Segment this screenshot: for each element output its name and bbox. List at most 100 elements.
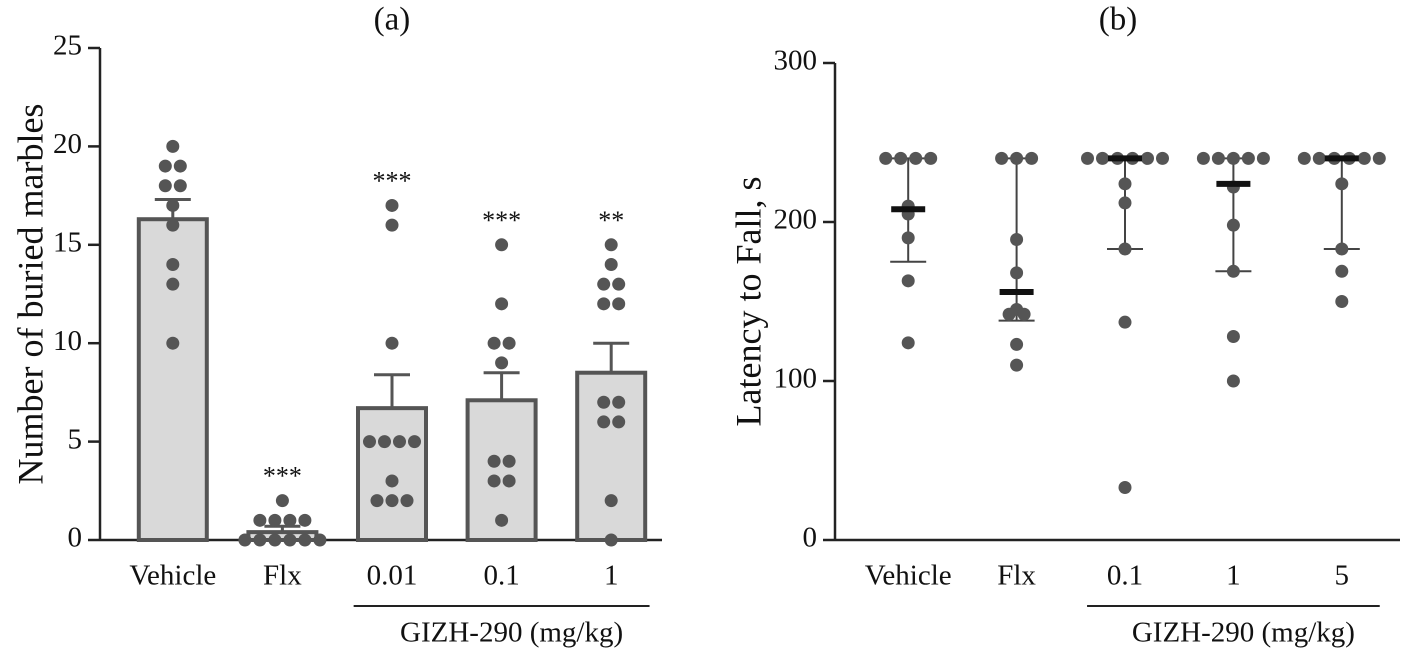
data-point <box>400 494 414 508</box>
data-point <box>1211 151 1225 165</box>
panel-title: (a) <box>374 2 411 38</box>
x-tick-label: Flx <box>263 560 302 592</box>
data-point <box>313 533 327 547</box>
data-point <box>1118 481 1132 495</box>
data-point <box>158 159 172 173</box>
y-tick-label: 15 <box>53 226 82 258</box>
data-point <box>166 336 180 350</box>
bar <box>575 370 648 542</box>
data-point <box>901 274 915 288</box>
data-point <box>487 474 501 488</box>
data-point <box>502 454 516 468</box>
data-point <box>268 533 282 547</box>
data-point <box>1025 151 1039 165</box>
data-point <box>253 533 267 547</box>
data-point <box>604 257 618 271</box>
data-point <box>1226 151 1240 165</box>
data-point <box>612 297 626 311</box>
data-point <box>1010 358 1024 372</box>
x-tick-label: 0.01 <box>367 560 418 592</box>
data-point <box>173 159 187 173</box>
y-tick-label: 5 <box>68 423 83 455</box>
data-point <box>495 356 509 370</box>
data-point <box>268 513 282 527</box>
data-point <box>408 435 421 449</box>
data-point <box>1226 218 1240 232</box>
data-point <box>1010 266 1024 280</box>
data-point <box>597 277 611 291</box>
data-point <box>393 435 406 449</box>
data-point <box>1118 177 1132 191</box>
x-tick-label: Vehicle <box>129 560 216 592</box>
data-point <box>166 139 180 153</box>
data-point <box>1335 242 1349 256</box>
data-point <box>1196 151 1210 165</box>
data-point <box>597 415 611 429</box>
x-tick-label: 5 <box>1335 560 1350 592</box>
significance: *** <box>263 462 302 491</box>
data-point <box>995 151 1009 165</box>
data-point <box>894 151 908 165</box>
data-point <box>597 297 611 311</box>
data-point <box>604 494 618 508</box>
data-point <box>1141 151 1154 165</box>
data-point <box>612 415 626 429</box>
data-point <box>495 513 509 527</box>
data-point <box>283 513 297 527</box>
data-point <box>385 198 399 212</box>
data-point <box>385 336 399 350</box>
data-point <box>1297 151 1311 165</box>
y-tick-label: 20 <box>53 128 82 160</box>
x-tick-label: 1 <box>1226 560 1241 592</box>
data-point <box>1312 151 1326 165</box>
bar <box>356 406 428 543</box>
data-point <box>1256 151 1270 165</box>
group-label: GIZH-290 (mg/kg) <box>400 617 623 649</box>
y-tick-label: 200 <box>774 204 818 236</box>
data-point <box>502 474 516 488</box>
data-point <box>612 395 626 409</box>
data-point <box>924 151 938 165</box>
data-point <box>283 533 297 547</box>
significance: ** <box>598 206 624 235</box>
data-point <box>385 474 399 488</box>
data-point <box>1335 295 1349 308</box>
data-point <box>166 218 180 232</box>
data-point <box>166 198 180 212</box>
data-point <box>1335 264 1349 278</box>
data-point <box>1002 307 1016 321</box>
data-point <box>1010 232 1024 246</box>
data-point <box>166 257 180 271</box>
data-point <box>1118 315 1132 329</box>
data-point <box>1081 151 1094 165</box>
significance: *** <box>373 166 412 195</box>
y-tick-label: 10 <box>53 325 82 357</box>
y-tick-label: 0 <box>68 522 83 554</box>
data-point <box>487 454 501 468</box>
data-point <box>275 494 289 508</box>
y-tick-label: 25 <box>53 30 82 62</box>
data-point <box>158 179 172 193</box>
data-point <box>1226 329 1240 343</box>
data-point <box>1226 374 1240 388</box>
data-point <box>378 435 391 449</box>
data-point <box>370 494 384 508</box>
data-point <box>166 277 180 291</box>
y-axis-label: Latency to Fall, s <box>728 177 768 427</box>
data-point <box>879 151 893 165</box>
data-point <box>901 336 915 350</box>
data-point <box>1010 151 1024 165</box>
data-point <box>495 297 509 311</box>
group-label: GIZH-290 (mg/kg) <box>1132 617 1355 649</box>
data-point <box>1226 264 1240 278</box>
data-point <box>363 435 376 449</box>
y-axis-label: Number of buried marbles <box>10 104 50 485</box>
data-point <box>604 533 618 547</box>
data-point <box>1017 307 1031 321</box>
y-tick-label: 100 <box>774 363 818 395</box>
x-tick-label: 1 <box>604 560 619 592</box>
data-point <box>173 179 187 193</box>
data-point <box>253 513 267 527</box>
x-tick-label: Vehicle <box>865 560 952 592</box>
